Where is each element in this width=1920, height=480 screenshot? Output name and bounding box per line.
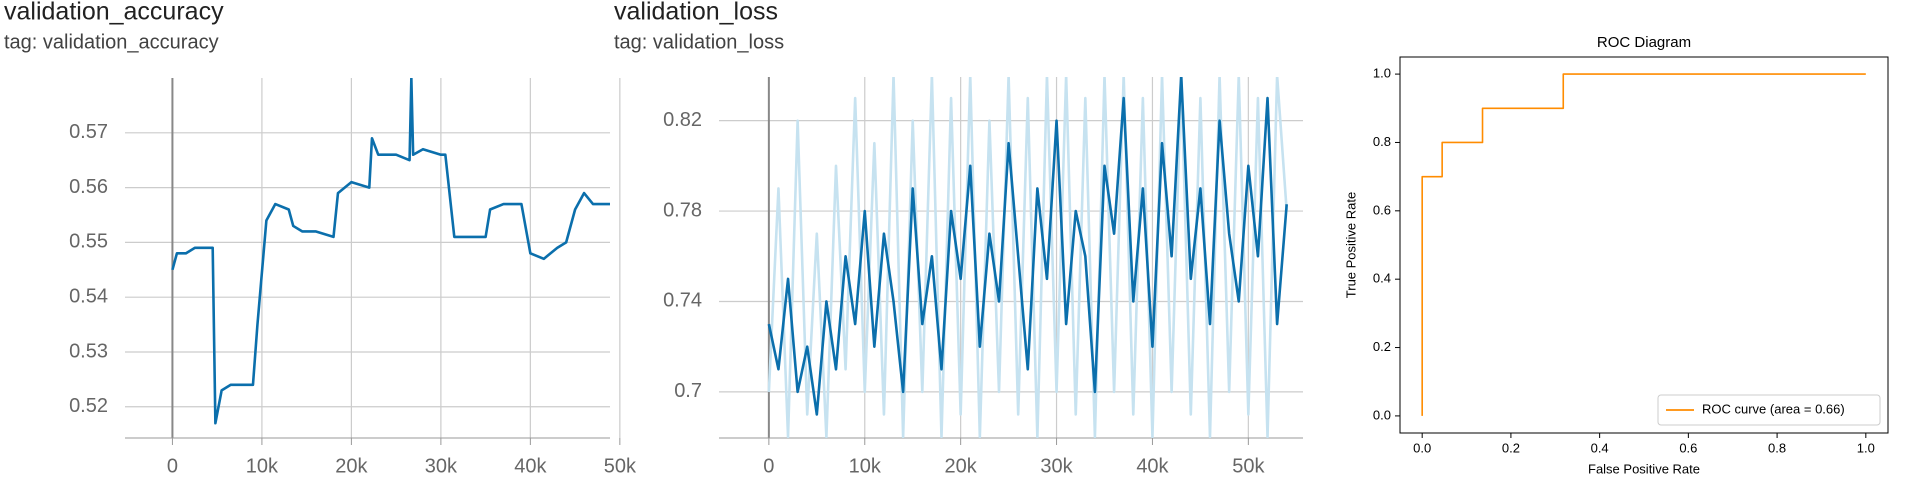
chart-title: validation_loss bbox=[614, 0, 778, 26]
x-tick-label: 20k bbox=[335, 455, 368, 477]
y-tick-label: 0.54 bbox=[69, 285, 108, 307]
x-tick-label: 0.2 bbox=[1502, 440, 1520, 455]
x-tick-label: 50k bbox=[1232, 455, 1265, 477]
series-line bbox=[767, 77, 1288, 416]
y-tick-label: 0.8 bbox=[1373, 134, 1391, 149]
chart: ROC Diagram False Positive Rate True Posit… bbox=[1343, 34, 1889, 476]
x-tick-label: 1.0 bbox=[1857, 440, 1875, 455]
series-line bbox=[171, 78, 610, 425]
y-tick-label: 0.55 bbox=[69, 231, 108, 253]
axes-frame bbox=[1399, 56, 1889, 434]
y-tick-label: 1.0 bbox=[1373, 66, 1391, 81]
chart-subtitle: tag: validation_loss bbox=[614, 31, 784, 53]
x-tick-label: 0 bbox=[763, 455, 774, 477]
x-tick-label: 0.4 bbox=[1591, 440, 1609, 455]
legend-label: ROC curve (area = 0.66) bbox=[1702, 401, 1845, 416]
x-tick-label: 40k bbox=[514, 455, 547, 477]
y-tick-label: 0.52 bbox=[69, 395, 108, 417]
x-tick-label: 20k bbox=[945, 455, 978, 477]
legend-box bbox=[1657, 394, 1881, 426]
y-tick-label: 0.2 bbox=[1373, 339, 1391, 354]
legend: ROC curve (area = 0.66) bbox=[1657, 394, 1881, 426]
chart-title: ROC Diagram bbox=[1597, 34, 1691, 51]
x-axis-label: False Positive Rate bbox=[1588, 461, 1700, 476]
x-tick-label: 10k bbox=[849, 455, 882, 477]
plot-area bbox=[767, 77, 1288, 438]
chart-title: validation_accuracy bbox=[4, 0, 224, 26]
x-tick-label: 10k bbox=[246, 455, 279, 477]
x-tick-label: 30k bbox=[425, 455, 458, 477]
y-tick-label: 0.53 bbox=[69, 340, 108, 362]
series-line bbox=[767, 77, 1288, 438]
chart-subtitle: tag: validation_accuracy bbox=[4, 31, 219, 53]
y-tick-label: 0.7 bbox=[674, 380, 702, 402]
y-tick-label: 0.57 bbox=[69, 121, 108, 143]
x-tick-label: 0.0 bbox=[1413, 440, 1431, 455]
y-tick-label: 0.82 bbox=[663, 109, 702, 131]
y-tick-label: 0.78 bbox=[663, 199, 702, 221]
y-tick-label: 0.74 bbox=[663, 290, 702, 312]
x-tick-label: 0 bbox=[167, 455, 178, 477]
series-line bbox=[1421, 73, 1866, 416]
plot-area bbox=[1421, 73, 1866, 416]
x-tick-label: 0.8 bbox=[1768, 440, 1786, 455]
x-tick-label: 40k bbox=[1136, 455, 1169, 477]
chart: validation_accuracy tag: validation_accur… bbox=[4, 0, 637, 477]
y-tick-label: 0.56 bbox=[69, 176, 108, 198]
y-axis-label: True Positive Rate bbox=[1343, 192, 1358, 298]
x-tick-label: 0.6 bbox=[1679, 440, 1697, 455]
chart: validation_loss tag: validation_loss 0.7 0.… bbox=[614, 0, 1303, 477]
y-tick-label: 0.0 bbox=[1373, 407, 1391, 422]
x-tick-label: 30k bbox=[1040, 455, 1073, 477]
plot-area bbox=[171, 78, 610, 425]
x-tick-label: 50k bbox=[604, 455, 637, 477]
y-tick-label: 0.6 bbox=[1373, 202, 1391, 217]
y-tick-label: 0.4 bbox=[1373, 271, 1391, 286]
